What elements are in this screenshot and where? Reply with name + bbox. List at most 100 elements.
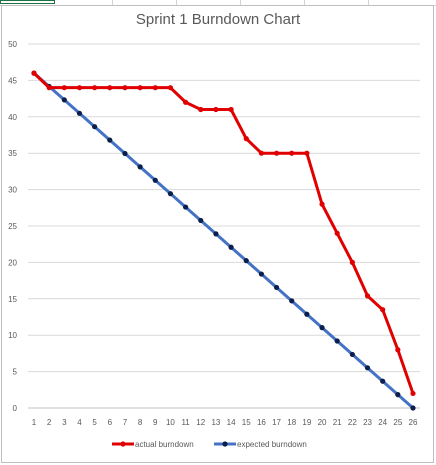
- series-actual-burndown: [31, 70, 416, 397]
- x-axis-ticks: 1 2 3 4 5 6 7 8 9 10 11 12 13 14 15 16 17 18 19 20 21 22 23 24 2…: [32, 418, 418, 427]
- x-tick-label: 21: [333, 418, 342, 427]
- x-tick-label: 26: [409, 418, 418, 427]
- data-point: [61, 97, 67, 103]
- y-tick-label: 0: [13, 404, 18, 413]
- column-divider: [112, 0, 113, 5]
- legend-item: actual burndown: [112, 440, 194, 449]
- x-tick-label: 16: [257, 418, 266, 427]
- data-point: [76, 110, 83, 116]
- y-tick-label: 45: [8, 76, 17, 85]
- x-tick-label: 9: [153, 418, 158, 427]
- data-point: [410, 390, 416, 397]
- data-point: [183, 204, 189, 210]
- data-point: [122, 85, 128, 91]
- y-tick-label: 15: [8, 295, 17, 304]
- data-point: [319, 201, 325, 207]
- data-point: [273, 150, 280, 156]
- x-tick-label: 13: [211, 418, 220, 427]
- x-tick-label: 12: [196, 418, 205, 427]
- x-tick-label: 24: [378, 418, 387, 427]
- series-expected-burndown: [31, 70, 416, 411]
- gridlines: [28, 43, 420, 409]
- data-point: [243, 258, 249, 264]
- data-point: [228, 244, 234, 250]
- data-point: [228, 106, 234, 113]
- data-point: [380, 378, 386, 384]
- x-tick-label: 11: [181, 418, 190, 427]
- data-point: [92, 124, 98, 130]
- x-tick-label: 23: [363, 418, 372, 427]
- data-point: [167, 85, 174, 91]
- series-line: [32, 71, 415, 395]
- x-tick-label: 25: [393, 418, 402, 427]
- data-point: [31, 70, 37, 76]
- data-point: [319, 325, 325, 331]
- data-point: [258, 271, 264, 277]
- data-point: [395, 392, 401, 398]
- data-point: [334, 230, 340, 236]
- x-tick-label: 20: [318, 418, 327, 427]
- column-divider: [240, 0, 241, 5]
- x-tick-label: 5: [92, 418, 97, 427]
- x-tick-label: 15: [242, 418, 251, 427]
- column-divider: [304, 0, 305, 5]
- x-tick-label: 2: [47, 418, 52, 427]
- data-point: [198, 106, 204, 113]
- data-point: [107, 85, 113, 91]
- data-point: [137, 85, 143, 91]
- data-point: [289, 150, 295, 156]
- y-tick-label: 25: [8, 222, 17, 231]
- data-point: [213, 106, 219, 113]
- data-point: [380, 307, 386, 313]
- data-point: [395, 347, 401, 353]
- legend-swatch-marker: [120, 441, 126, 447]
- data-point: [258, 150, 264, 156]
- x-tick-label: 7: [123, 418, 128, 427]
- y-tick-label: 40: [8, 113, 17, 122]
- x-tick-label: 1: [32, 418, 37, 427]
- x-tick-label: 4: [77, 418, 82, 427]
- x-tick-label: 6: [108, 418, 113, 427]
- data-point: [76, 85, 83, 91]
- data-point: [152, 177, 158, 183]
- chart-title: Sprint 1 Burndown Chart: [136, 11, 301, 28]
- data-point: [243, 136, 249, 142]
- y-tick-label: 50: [8, 40, 17, 49]
- data-point: [61, 85, 67, 91]
- y-tick-label: 35: [8, 149, 17, 158]
- data-point: [92, 85, 98, 91]
- x-tick-label: 18: [287, 418, 296, 427]
- data-point: [410, 405, 416, 411]
- data-point: [46, 85, 52, 91]
- x-tick-label: 19: [302, 418, 311, 427]
- data-point: [349, 351, 355, 358]
- data-point: [137, 164, 143, 170]
- legend: actual burndown expected burndown: [112, 440, 307, 449]
- legend-swatch-marker: [222, 441, 228, 447]
- y-tick-label: 10: [8, 331, 17, 340]
- data-point: [304, 311, 310, 317]
- data-point: [349, 259, 355, 265]
- data-point: [107, 137, 113, 143]
- legend-label: actual burndown: [135, 440, 194, 449]
- x-tick-label: 14: [227, 418, 236, 427]
- x-tick-label: 8: [138, 418, 143, 427]
- data-point: [198, 217, 204, 224]
- selected-cell[interactable]: [0, 0, 55, 4]
- column-divider: [368, 0, 369, 5]
- legend-item: expected burndown: [214, 440, 307, 449]
- data-point: [364, 293, 371, 299]
- data-point: [183, 99, 189, 105]
- data-point: [273, 284, 280, 291]
- legend-label: expected burndown: [237, 440, 307, 449]
- data-point: [304, 150, 310, 156]
- data-point: [213, 231, 219, 237]
- x-tick-label: 3: [62, 418, 67, 427]
- data-point: [289, 298, 295, 304]
- x-tick-label: 17: [272, 418, 281, 427]
- data-point: [122, 150, 128, 157]
- y-tick-label: 30: [8, 186, 17, 195]
- data-point: [167, 191, 174, 197]
- x-tick-label: 22: [348, 418, 357, 427]
